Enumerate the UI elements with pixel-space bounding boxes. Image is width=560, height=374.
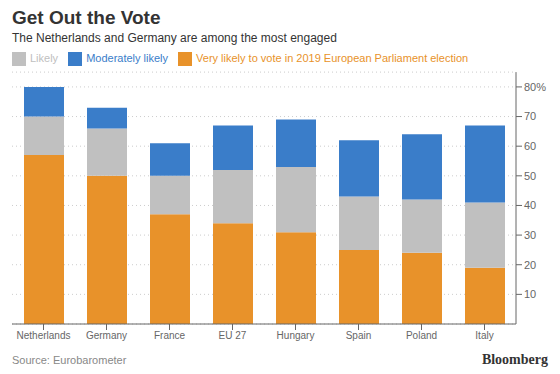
svg-text:Spain: Spain — [346, 330, 372, 341]
svg-text:Netherlands: Netherlands — [17, 330, 71, 341]
svg-text:Hungary: Hungary — [277, 330, 315, 341]
html-text:Very likely to vote in 2019 Eu: Very likely to vote in 2019 European Par… — [196, 52, 469, 64]
html-text:Moderately likely: Moderately likely — [86, 52, 168, 64]
svg-text:20: 20 — [524, 259, 536, 271]
html-text:Bloomberg: Bloomberg — [481, 352, 548, 367]
svg-text:Poland: Poland — [406, 330, 437, 341]
html-text:Source: Eurobarometer: Source: Eurobarometer — [12, 354, 127, 366]
svg-text:EU 27: EU 27 — [219, 330, 247, 341]
svg-text:Germany: Germany — [86, 330, 127, 341]
svg-text:Italy: Italy — [475, 330, 493, 341]
svg-text:30: 30 — [524, 229, 536, 241]
html-text:Get Out the Vote: Get Out the Vote — [12, 7, 161, 28]
html-text:The Netherlands and Germany ar: The Netherlands and Germany are among th… — [12, 31, 337, 45]
svg-text:50: 50 — [524, 170, 536, 182]
svg-text:10: 10 — [524, 288, 536, 300]
html-text:Likely: Likely — [30, 52, 59, 64]
svg-text:France: France — [154, 330, 186, 341]
svg-text:60: 60 — [524, 140, 536, 152]
svg-text:80%: 80% — [524, 81, 546, 93]
svg-text:40: 40 — [524, 199, 536, 211]
svg-text:70: 70 — [524, 110, 536, 122]
